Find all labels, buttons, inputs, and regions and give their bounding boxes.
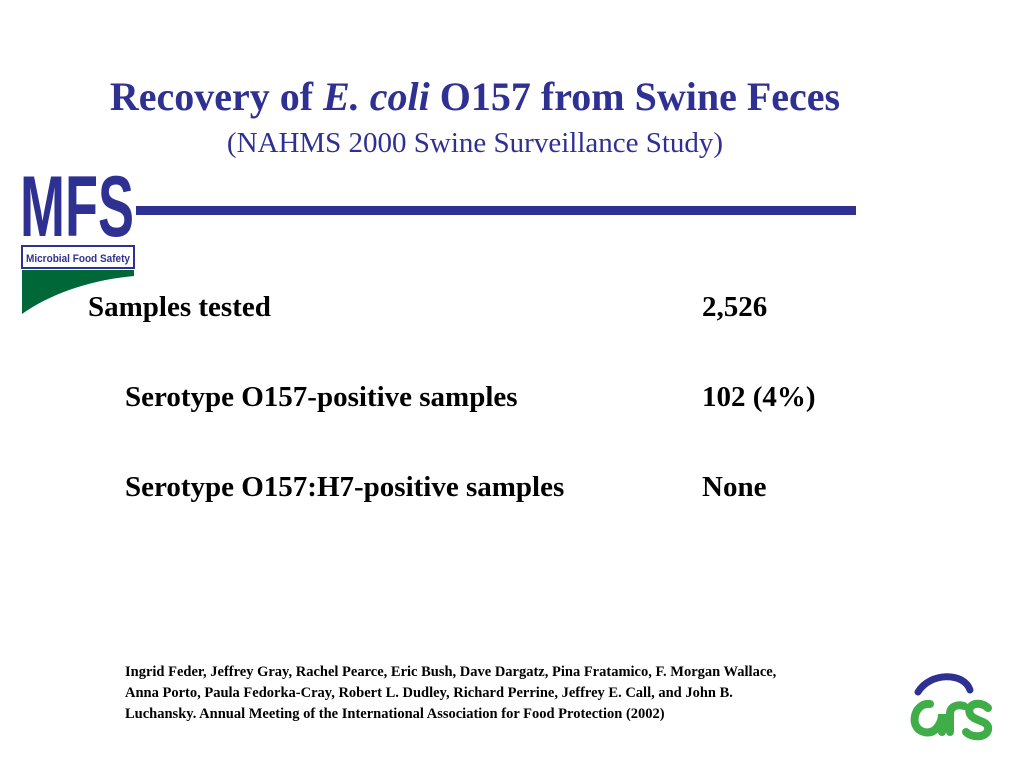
header-rule	[136, 206, 856, 215]
mfs-logo-swoosh	[22, 270, 134, 314]
samples-tested-label: Samples tested	[88, 291, 271, 323]
ars-logo-r	[946, 701, 968, 736]
title-species: E. coli	[323, 74, 430, 119]
o157h7-positive-label: Serotype O157:H7-positive samples	[125, 471, 565, 503]
mfs-logo-label-box	[21, 245, 135, 269]
mfs-logo-tagline: Microbial Food Safety	[26, 253, 131, 265]
ars-logo-s	[962, 699, 993, 741]
citation-line: Luchansky. Annual Meeting of the Interna…	[125, 706, 665, 722]
samples-tested-value: 2,526	[702, 291, 768, 323]
ars-logo	[910, 673, 993, 741]
ars-logo-a	[910, 700, 946, 737]
slide-subtitle: (NAHMS 2000 Swine Surveillance Study)	[226, 127, 724, 159]
title-suffix: O157 from Swine Feces	[429, 74, 841, 119]
ars-logo-arc	[914, 673, 974, 696]
o157-positive-value: 102 (4%)	[702, 381, 816, 413]
citation: Ingrid Feder, Jeffrey Gray, Rachel Pearc…	[125, 662, 905, 725]
title-prefix: Recovery of	[109, 74, 324, 119]
o157h7-positive-value: None	[702, 471, 767, 503]
citation-line: Anna Porto, Paula Fedorka-Cray, Robert L…	[125, 685, 733, 701]
slide-title: Recovery of E. coli O157 from Swine Fece…	[0, 74, 950, 120]
o157-positive-label: Serotype O157-positive samples	[125, 381, 518, 413]
mfs-logo-letters: MFS	[20, 159, 134, 255]
citation-line: Ingrid Feder, Jeffrey Gray, Rachel Pearc…	[125, 664, 777, 680]
mfs-logo: MFS Microbial Food Safety	[20, 159, 856, 314]
